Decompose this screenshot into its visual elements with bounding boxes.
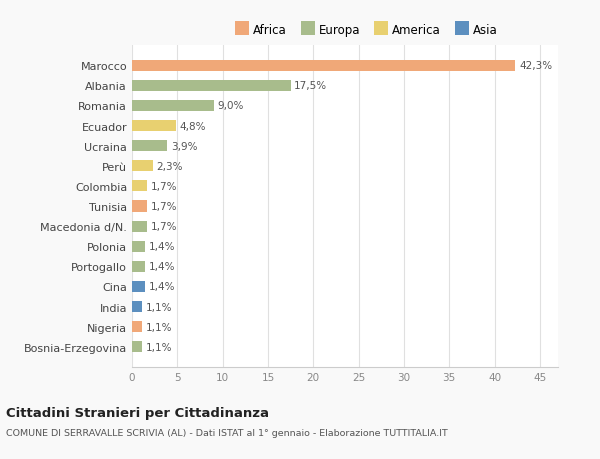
- Text: 1,7%: 1,7%: [151, 222, 178, 232]
- Bar: [132, 261, 145, 272]
- Bar: [132, 61, 515, 72]
- Bar: [132, 221, 148, 232]
- Bar: [132, 341, 142, 353]
- Bar: [132, 241, 145, 252]
- Text: 1,7%: 1,7%: [151, 202, 178, 212]
- Bar: [132, 302, 142, 313]
- Bar: [132, 181, 148, 192]
- Bar: [132, 81, 290, 92]
- Text: Cittadini Stranieri per Cittadinanza: Cittadini Stranieri per Cittadinanza: [6, 406, 269, 419]
- Text: 1,1%: 1,1%: [146, 342, 172, 352]
- Bar: [132, 281, 145, 292]
- Text: 42,3%: 42,3%: [519, 61, 552, 71]
- Text: 1,4%: 1,4%: [148, 262, 175, 272]
- Text: 9,0%: 9,0%: [217, 101, 244, 111]
- Text: 1,7%: 1,7%: [151, 181, 178, 191]
- Bar: [132, 321, 142, 332]
- Legend: Africa, Europa, America, Asia: Africa, Europa, America, Asia: [230, 20, 502, 42]
- Text: COMUNE DI SERRAVALLE SCRIVIA (AL) - Dati ISTAT al 1° gennaio - Elaborazione TUTT: COMUNE DI SERRAVALLE SCRIVIA (AL) - Dati…: [6, 428, 448, 437]
- Bar: [132, 121, 176, 132]
- Text: 17,5%: 17,5%: [294, 81, 328, 91]
- Bar: [132, 141, 167, 152]
- Text: 2,3%: 2,3%: [157, 162, 183, 171]
- Bar: [132, 161, 153, 172]
- Text: 1,1%: 1,1%: [146, 322, 172, 332]
- Bar: [132, 101, 214, 112]
- Text: 3,9%: 3,9%: [171, 141, 197, 151]
- Text: 1,4%: 1,4%: [148, 282, 175, 292]
- Text: 1,1%: 1,1%: [146, 302, 172, 312]
- Text: 1,4%: 1,4%: [148, 242, 175, 252]
- Text: 4,8%: 4,8%: [179, 121, 206, 131]
- Bar: [132, 201, 148, 212]
